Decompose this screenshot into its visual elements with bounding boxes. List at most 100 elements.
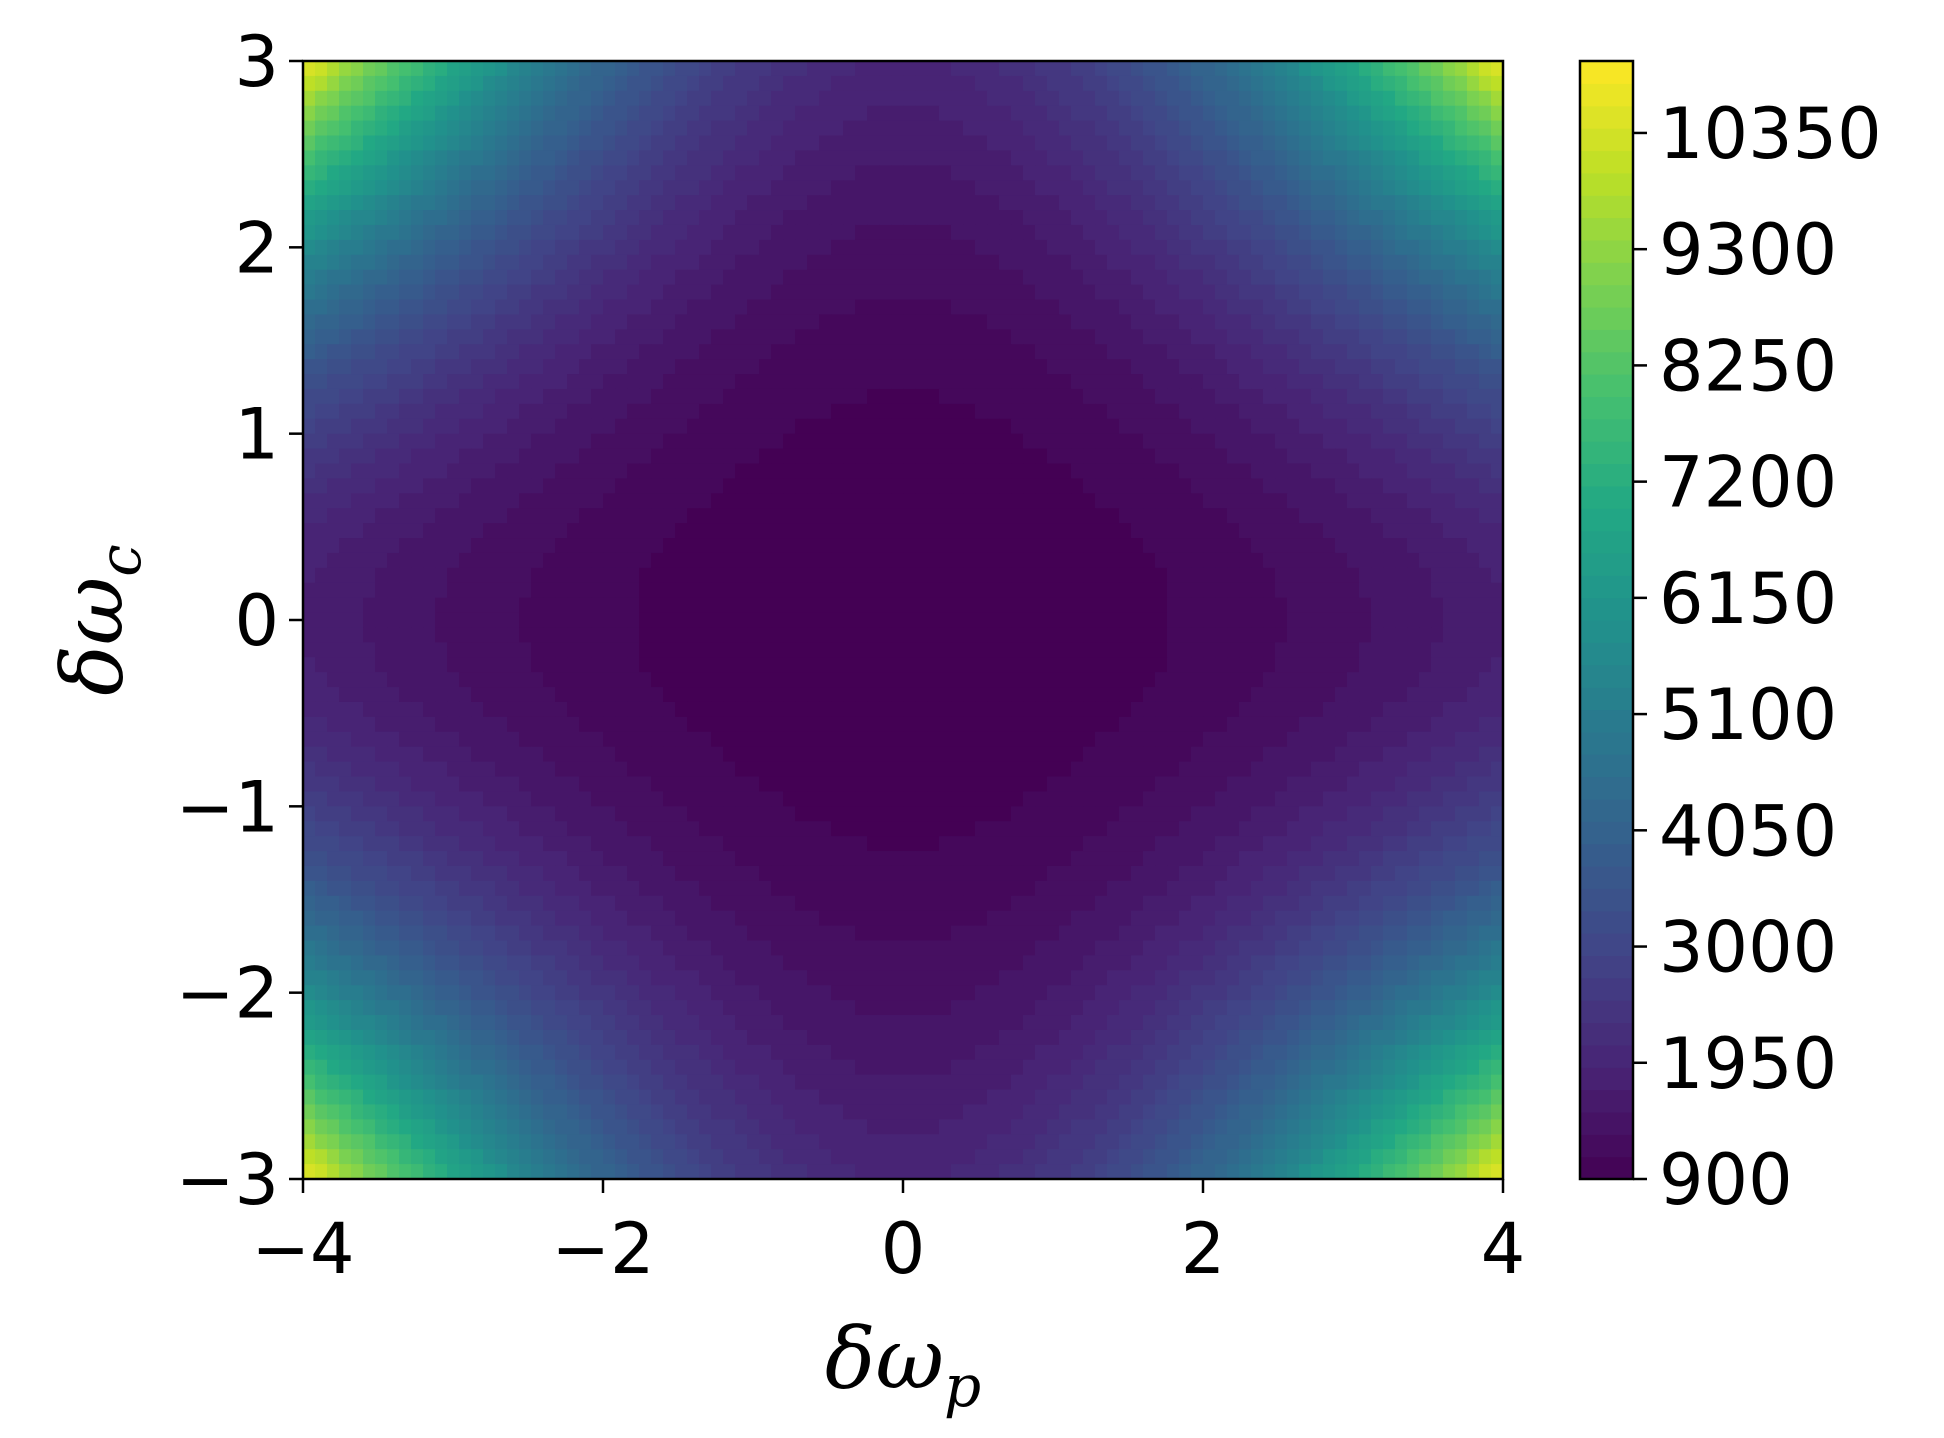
heatmap-cell xyxy=(1239,687,1252,703)
heatmap-cell xyxy=(1335,761,1348,778)
heatmap-cell xyxy=(1347,538,1360,554)
heatmap-cell xyxy=(819,120,832,137)
heatmap-cell xyxy=(1047,224,1060,241)
heatmap-cell xyxy=(567,120,580,137)
heatmap-cell xyxy=(975,776,988,793)
heatmap-cell xyxy=(1407,746,1420,763)
heatmap-cell xyxy=(351,478,364,494)
heatmap-cell xyxy=(543,254,556,271)
heatmap-cell xyxy=(1359,403,1372,420)
heatmap-cell xyxy=(1215,597,1228,614)
heatmap-cell xyxy=(399,269,412,286)
heatmap-cell xyxy=(759,418,772,435)
heatmap-cell xyxy=(807,672,820,688)
heatmap-cell xyxy=(711,403,724,420)
heatmap-cell xyxy=(339,224,352,241)
heatmap-cell xyxy=(1419,135,1432,152)
heatmap-cell xyxy=(819,687,832,703)
heatmap-cell xyxy=(471,493,484,509)
heatmap-cell xyxy=(363,374,376,390)
heatmap-cell xyxy=(831,701,844,718)
heatmap-cell xyxy=(399,701,412,718)
heatmap-cell xyxy=(375,478,388,494)
heatmap-cell xyxy=(351,120,364,137)
heatmap-cell xyxy=(819,478,832,494)
heatmap-cell xyxy=(723,329,736,345)
heatmap-cell xyxy=(591,538,604,554)
heatmap-cell xyxy=(1011,210,1024,226)
heatmap-cell xyxy=(1383,687,1396,703)
heatmap-cell xyxy=(1203,701,1216,718)
heatmap-cell xyxy=(375,687,388,703)
heatmap-cell xyxy=(1203,61,1216,77)
heatmap-cell xyxy=(411,761,424,778)
heatmap-cell xyxy=(1083,508,1096,524)
heatmap-cell xyxy=(867,105,880,122)
heatmap-cell xyxy=(867,791,880,807)
heatmap-cell xyxy=(1047,687,1060,703)
heatmap-cell xyxy=(711,269,724,286)
heatmap-cell xyxy=(783,418,796,435)
heatmap-cell xyxy=(447,523,460,539)
heatmap-cell xyxy=(891,150,904,166)
heatmap-cell xyxy=(819,538,832,554)
heatmap-cell xyxy=(1047,329,1060,345)
heatmap-cell xyxy=(1431,239,1444,256)
heatmap-cell xyxy=(1215,239,1228,256)
heatmap-cell xyxy=(519,359,532,375)
heatmap-cell xyxy=(927,731,940,748)
heatmap-cell xyxy=(639,210,652,226)
heatmap-cell xyxy=(1011,612,1024,629)
heatmap-cell xyxy=(567,463,580,479)
heatmap-cell xyxy=(939,791,952,807)
heatmap-cell xyxy=(327,627,340,643)
heatmap-cell xyxy=(327,314,340,330)
heatmap-cell xyxy=(747,403,760,420)
heatmap-cell xyxy=(687,478,700,494)
heatmap-cell xyxy=(1119,418,1132,435)
heatmap-cell xyxy=(939,105,952,122)
heatmap-cell xyxy=(1431,448,1444,465)
heatmap-cell xyxy=(591,165,604,181)
heatmap-cell xyxy=(1479,493,1492,509)
heatmap-cell xyxy=(1335,210,1348,226)
heatmap-cell xyxy=(651,448,664,465)
heatmap-cell xyxy=(363,463,376,479)
heatmap-cell xyxy=(975,75,988,92)
heatmap-cell xyxy=(591,478,604,494)
heatmap-cell xyxy=(1371,75,1384,92)
heatmap-cell xyxy=(927,418,940,435)
heatmap-cell xyxy=(1179,195,1192,211)
heatmap-cell xyxy=(975,508,988,524)
heatmap-cell xyxy=(1251,224,1264,241)
heatmap-cell xyxy=(615,150,628,166)
heatmap-cell xyxy=(1047,552,1060,569)
heatmap-cell xyxy=(1431,672,1444,688)
heatmap-cell xyxy=(927,508,940,524)
heatmap-cell xyxy=(1011,493,1024,509)
heatmap-cell xyxy=(1131,791,1144,807)
heatmap-cell xyxy=(615,374,628,390)
heatmap-cell xyxy=(807,284,820,301)
heatmap-cell xyxy=(747,269,760,286)
heatmap-cell xyxy=(1059,269,1072,286)
heatmap-cell xyxy=(867,75,880,92)
heatmap-cell xyxy=(339,552,352,569)
heatmap-cell xyxy=(1131,612,1144,629)
heatmap-cell xyxy=(867,746,880,763)
heatmap-cell xyxy=(843,299,856,316)
heatmap-cell xyxy=(831,75,844,92)
heatmap-cell xyxy=(591,403,604,420)
heatmap-cell xyxy=(1083,254,1096,271)
heatmap-cell xyxy=(1059,552,1072,569)
heatmap-cell xyxy=(627,731,640,748)
heatmap-cell xyxy=(1335,493,1348,509)
heatmap-cell xyxy=(939,299,952,316)
heatmap-cell xyxy=(987,478,1000,494)
heatmap-cell xyxy=(363,75,376,92)
heatmap-cell xyxy=(447,508,460,524)
heatmap-cell xyxy=(591,329,604,345)
heatmap-cell xyxy=(675,418,688,435)
heatmap-cell xyxy=(999,418,1012,435)
heatmap-cell xyxy=(855,552,868,569)
